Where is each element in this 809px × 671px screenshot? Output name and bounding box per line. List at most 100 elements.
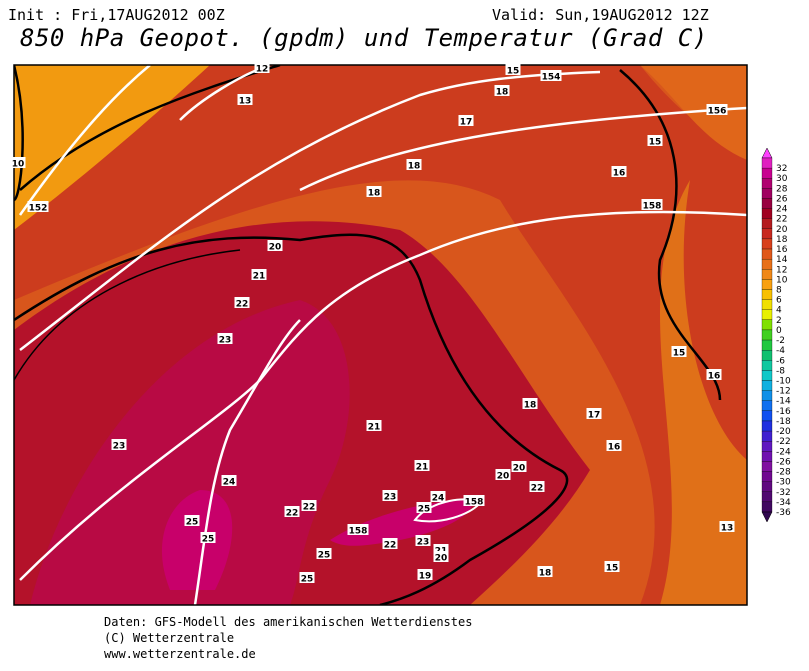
contour-label: 23 bbox=[113, 442, 126, 452]
colorbar-label: 28 bbox=[776, 184, 788, 194]
contour-label: 15 bbox=[673, 349, 686, 359]
map-frame bbox=[13, 64, 748, 606]
colorbar-label: -14 bbox=[776, 397, 791, 407]
colorbar-band bbox=[761, 269, 773, 280]
colorbar-band bbox=[761, 178, 773, 189]
contour-label: 158 bbox=[465, 498, 484, 508]
title: 850 hPa Geopot. (gpdm) und Temperatur (G… bbox=[20, 24, 708, 52]
contour-label: 18 bbox=[496, 88, 509, 98]
contour-label: 25 bbox=[318, 551, 331, 561]
contour-label: 17 bbox=[460, 118, 473, 128]
contour-label: 20 bbox=[513, 464, 526, 474]
contour-label: 18 bbox=[408, 162, 421, 172]
colorbar-label: 6 bbox=[776, 296, 782, 306]
colorbar-label: 32 bbox=[776, 164, 787, 174]
colorbar-label: -20 bbox=[776, 427, 791, 437]
footer-line: (C) Wetterzentrale bbox=[104, 631, 235, 645]
label-box bbox=[495, 469, 511, 480]
label-box bbox=[415, 535, 431, 546]
colorbar-label: -2 bbox=[776, 336, 785, 346]
colorbar-label: -12 bbox=[776, 387, 791, 397]
contour-label: 18 bbox=[539, 569, 552, 579]
contour-label: 22 bbox=[236, 300, 249, 310]
colorbar-label: 24 bbox=[776, 205, 788, 215]
colorbar-band bbox=[761, 350, 773, 361]
contour-label: 152 bbox=[29, 204, 48, 214]
label-box bbox=[254, 62, 270, 73]
colorbar-label: -32 bbox=[776, 488, 791, 498]
label-box bbox=[604, 561, 620, 572]
contour-label: 13 bbox=[721, 524, 734, 534]
contour-label: 16 bbox=[608, 443, 621, 453]
colorbar-label: -10 bbox=[776, 377, 791, 387]
colorbar-label: -28 bbox=[776, 468, 791, 478]
label-box bbox=[237, 94, 253, 105]
label-box bbox=[251, 269, 267, 280]
colorbar-label: 4 bbox=[776, 306, 782, 316]
colorbar-band bbox=[761, 319, 773, 331]
label-box bbox=[347, 524, 369, 535]
contour-label: 23 bbox=[384, 493, 397, 503]
colorbar-label: -18 bbox=[776, 417, 791, 427]
footer-line: www.wetterzentrale.de bbox=[104, 647, 256, 661]
contour-label: 25 bbox=[202, 535, 215, 545]
colorbar-label: 20 bbox=[776, 225, 788, 235]
colorbar-label: -34 bbox=[776, 498, 791, 508]
label-box bbox=[221, 475, 237, 486]
label-box bbox=[537, 566, 553, 577]
label-box bbox=[10, 157, 26, 168]
label-box bbox=[217, 333, 233, 344]
label-box bbox=[430, 491, 446, 502]
label-box bbox=[316, 548, 332, 559]
colorbar-band bbox=[761, 248, 773, 260]
label-box bbox=[416, 502, 432, 513]
colorbar-label: 10 bbox=[776, 275, 788, 285]
colorbar-band bbox=[761, 451, 773, 462]
colorbar-label: -26 bbox=[776, 457, 791, 467]
contour-label: 25 bbox=[301, 575, 314, 585]
label-box bbox=[706, 104, 728, 115]
label-box bbox=[540, 70, 562, 81]
colorbar-band bbox=[761, 188, 773, 199]
colorbar-cap bbox=[761, 511, 773, 523]
init-time: Init : Fri,17AUG2012 00Z bbox=[8, 6, 225, 24]
contour-label: 21 bbox=[368, 423, 381, 433]
colorbar-band bbox=[761, 471, 773, 482]
contour-label: 21 bbox=[416, 463, 429, 473]
label-box bbox=[382, 538, 398, 549]
contour-label: 24 bbox=[432, 494, 445, 504]
colorbar-band bbox=[761, 430, 773, 442]
label-box bbox=[406, 159, 422, 170]
colorbar-band bbox=[761, 390, 773, 401]
colorbar-band bbox=[761, 289, 773, 300]
label-box bbox=[301, 500, 317, 511]
colorbar-label: -30 bbox=[776, 478, 791, 488]
colorbar-band bbox=[761, 198, 773, 209]
contour-label: 13 bbox=[239, 97, 252, 107]
colorbar-band bbox=[761, 420, 773, 432]
label-box bbox=[382, 490, 398, 501]
colorbar-band bbox=[761, 258, 773, 270]
contour-label: 24 bbox=[223, 478, 236, 488]
colorbar-label: 30 bbox=[776, 174, 788, 184]
colorbar-band bbox=[761, 167, 773, 179]
contour-label: 22 bbox=[384, 541, 397, 551]
colorbar-label: 12 bbox=[776, 265, 787, 275]
colorbar-band bbox=[761, 329, 773, 341]
label-box bbox=[511, 461, 527, 472]
contour-label: 23 bbox=[219, 336, 232, 346]
colorbar-label: 22 bbox=[776, 215, 787, 225]
contour-label: 20 bbox=[497, 472, 510, 482]
label-box bbox=[606, 440, 622, 451]
label-box bbox=[184, 515, 200, 526]
colorbar-band bbox=[761, 501, 773, 513]
label-box bbox=[529, 481, 545, 492]
colorbar-label: 2 bbox=[776, 316, 782, 326]
label-box bbox=[284, 506, 300, 517]
colorbar-band bbox=[761, 279, 773, 290]
colorbar-cap bbox=[761, 147, 773, 159]
contour-label: 16 bbox=[613, 169, 626, 179]
label-box bbox=[366, 420, 382, 431]
